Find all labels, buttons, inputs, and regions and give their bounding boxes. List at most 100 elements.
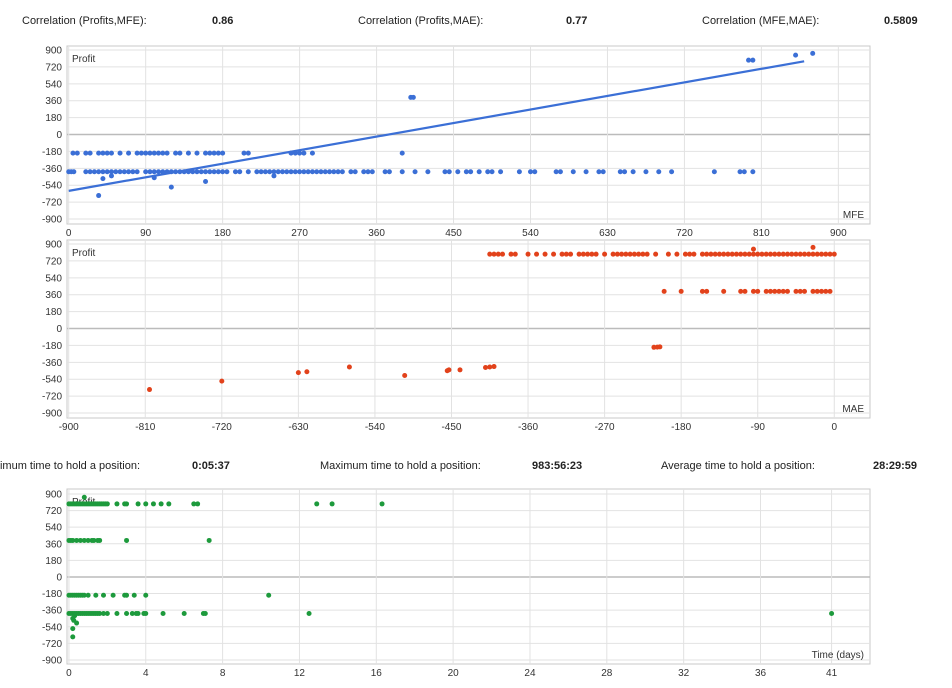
data-point — [746, 251, 752, 257]
data-point — [275, 169, 281, 175]
y-tick-label: 0 — [56, 324, 62, 335]
data-point — [379, 501, 385, 507]
data-point — [135, 610, 141, 616]
x-tick-label: -90 — [750, 422, 765, 433]
data-point — [97, 537, 103, 543]
data-point — [708, 251, 714, 257]
data-point — [305, 169, 311, 175]
data-point — [386, 169, 392, 175]
data-point — [220, 150, 226, 156]
data-point — [527, 169, 533, 175]
data-point — [181, 169, 187, 175]
x-tick-label: 540 — [522, 228, 539, 239]
data-point — [711, 169, 717, 175]
data-point — [831, 251, 837, 257]
data-point — [70, 634, 76, 640]
data-point — [143, 501, 149, 507]
y-tick-label: -540 — [42, 622, 62, 633]
data-point — [797, 288, 803, 294]
data-point — [661, 288, 667, 294]
x-tick-label: 360 — [368, 228, 385, 239]
data-point — [600, 169, 606, 175]
data-point — [215, 169, 221, 175]
max-hold-time-label: Maximum time to hold a position: — [320, 460, 481, 472]
data-point — [130, 169, 136, 175]
data-point — [630, 169, 636, 175]
data-point — [602, 251, 608, 257]
data-point — [70, 537, 76, 543]
data-point — [476, 169, 482, 175]
data-point — [284, 169, 290, 175]
y-tick-label: -540 — [42, 375, 62, 386]
data-point — [551, 251, 557, 257]
data-point — [687, 251, 693, 257]
x-tick-label: 41 — [826, 668, 838, 679]
x-axis-title: MFE — [843, 210, 864, 221]
data-point — [271, 169, 277, 175]
data-point — [827, 251, 833, 257]
corr-mfe-mae-value: 0.5809 — [884, 15, 918, 27]
data-point — [644, 251, 650, 257]
data-point — [525, 251, 531, 257]
time-profit-chart: 900 720 540 360 180 0 -180 -360 -540 -720 -900 0 4 8 1… — [42, 488, 871, 679]
data-point — [83, 169, 89, 175]
data-point — [399, 150, 405, 156]
corr-profits-mae-value: 0.77 — [566, 15, 588, 27]
data-point — [369, 169, 375, 175]
data-point — [97, 610, 103, 616]
x-tick-label: 450 — [445, 228, 462, 239]
data-point — [110, 592, 116, 598]
x-axis-title: MAE — [842, 404, 864, 415]
data-point — [297, 169, 303, 175]
min-hold-time-label: Minimum time to hold a position: — [0, 460, 140, 472]
data-point — [85, 537, 91, 543]
data-point — [104, 169, 110, 175]
y-tick-label: 540 — [45, 523, 62, 534]
data-point — [143, 150, 149, 156]
avg-hold-time-label: Average time to hold a position: — [661, 460, 815, 472]
corr-mfe-mae-label: Correlation (MFE,MAE): — [702, 15, 820, 27]
y-tick-label: -360 — [42, 606, 62, 617]
data-point — [104, 501, 110, 507]
y-tick-label: 720 — [45, 506, 62, 517]
corr-profits-mfe-value: 0.86 — [212, 15, 234, 27]
x-tick-label: -720 — [212, 422, 232, 433]
data-point — [810, 251, 816, 257]
data-point — [704, 288, 710, 294]
data-point — [147, 169, 153, 175]
data-point — [147, 150, 153, 156]
data-point — [704, 251, 710, 257]
data-point — [767, 288, 773, 294]
data-point — [619, 251, 625, 257]
data-point — [309, 169, 315, 175]
data-point — [361, 169, 367, 175]
data-point — [134, 169, 140, 175]
data-point — [335, 169, 341, 175]
data-point — [339, 169, 345, 175]
x-tick-label: -630 — [288, 422, 308, 433]
x-tick-label: 900 — [830, 228, 847, 239]
data-point — [104, 150, 110, 156]
data-point — [682, 251, 688, 257]
corr-profits-mfe-label: Correlation (Profits,MFE): — [22, 15, 147, 27]
y-tick-label: 720 — [45, 62, 62, 73]
data-point — [117, 169, 123, 175]
data-point — [823, 288, 829, 294]
data-point — [767, 251, 773, 257]
data-point — [327, 169, 333, 175]
y-tick-label: 900 — [45, 489, 62, 500]
x-tick-label: 16 — [371, 668, 383, 679]
data-point — [292, 150, 298, 156]
data-point — [114, 501, 120, 507]
x-tick-label: -360 — [518, 422, 538, 433]
data-point — [759, 251, 765, 257]
data-point — [245, 169, 251, 175]
data-point — [237, 169, 243, 175]
data-point — [81, 592, 87, 598]
data-point — [640, 251, 646, 257]
data-point — [631, 251, 637, 257]
data-point — [721, 288, 727, 294]
data-point — [224, 169, 230, 175]
data-point — [245, 150, 251, 156]
data-point — [772, 288, 778, 294]
